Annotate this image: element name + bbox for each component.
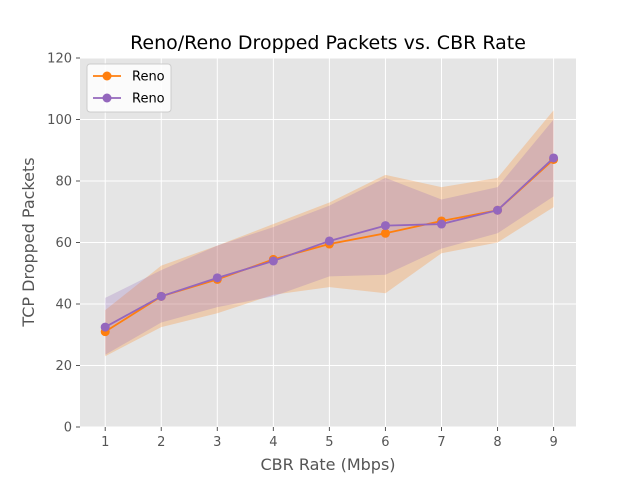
data-point (380, 228, 390, 238)
x-tick-label: 3 (213, 435, 221, 450)
x-axis-label: CBR Rate (Mbps) (260, 455, 395, 474)
legend-marker (102, 93, 112, 103)
y-axis-label: TCP Dropped Packets (19, 157, 38, 327)
x-tick-label: 1 (101, 435, 109, 450)
series-lines (100, 153, 559, 337)
x-tick-label: 5 (325, 435, 333, 450)
data-point (493, 205, 503, 215)
x-tick-label: 9 (549, 435, 557, 450)
y-tick-label: 60 (55, 236, 72, 251)
legend-marker (102, 71, 112, 81)
legend-label: Reno (132, 70, 165, 85)
y-tick-label: 120 (47, 52, 72, 67)
x-tick-label: 2 (157, 435, 165, 450)
y-tick-label: 40 (55, 298, 72, 313)
x-tick-label: 6 (381, 435, 389, 450)
grid-lines (80, 57, 576, 428)
x-tick-label: 7 (437, 435, 445, 450)
chart-title: Reno/Reno Dropped Packets vs. CBR Rate (130, 32, 526, 54)
data-point (324, 236, 334, 246)
y-tick-label: 80 (55, 175, 72, 190)
data-point (436, 219, 446, 229)
data-point (156, 291, 166, 301)
data-point (212, 273, 222, 283)
data-point (380, 221, 390, 231)
y-tick-label: 20 (55, 359, 72, 374)
data-point (268, 256, 278, 266)
x-tick-label: 8 (493, 435, 501, 450)
y-tick-label: 100 (47, 113, 72, 128)
axis-ticks: 0 20 40 60 80 100 120 1 2 3 4 5 6 7 8 9 (47, 52, 558, 451)
confidence-band-series-1 (105, 110, 554, 357)
data-point (100, 322, 110, 332)
data-point (549, 153, 559, 163)
legend-label: Reno (132, 92, 165, 107)
legend: Reno Reno (86, 63, 172, 113)
x-tick-label: 4 (269, 435, 277, 450)
y-tick-label: 0 (64, 421, 72, 436)
